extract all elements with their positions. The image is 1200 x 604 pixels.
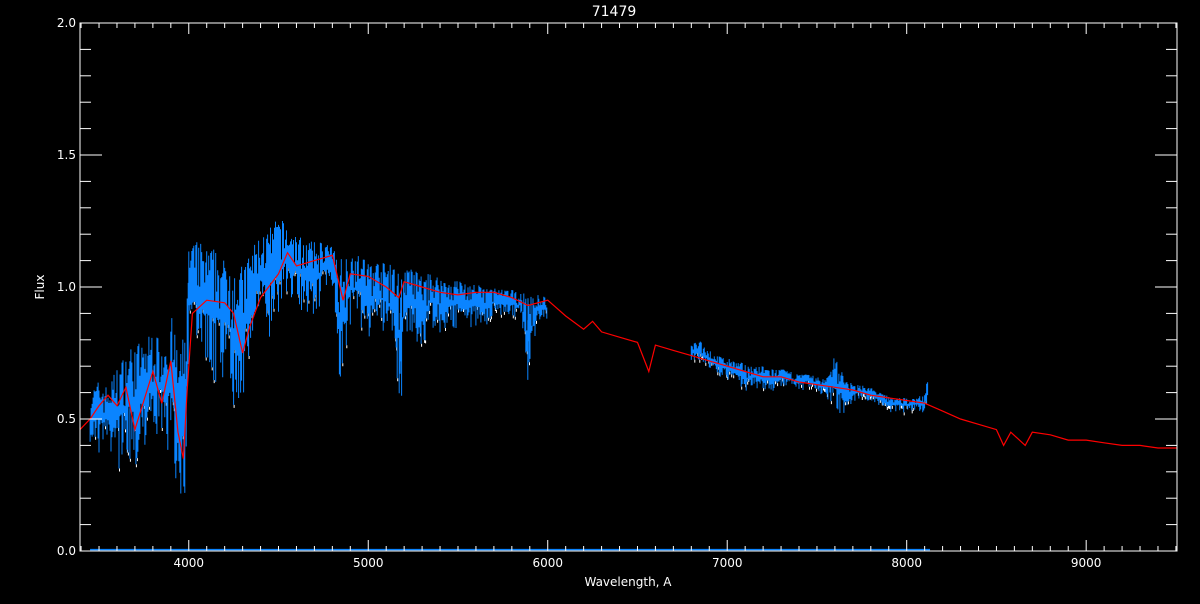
series-layer bbox=[79, 221, 1177, 551]
y-tick-label: 2.0 bbox=[57, 16, 76, 30]
x-tick-label: 5000 bbox=[353, 556, 384, 570]
y-tick-label: 0.0 bbox=[57, 544, 76, 558]
x-tick-label: 9000 bbox=[1071, 556, 1102, 570]
observed-spectrum-segment-0 bbox=[89, 221, 548, 494]
x-tick-label: 6000 bbox=[532, 556, 563, 570]
model-spectrum-line bbox=[79, 251, 1177, 459]
x-tick-label: 7000 bbox=[712, 556, 743, 570]
y-tick-label: 1.5 bbox=[57, 148, 76, 162]
y-axis-label: Flux bbox=[33, 275, 47, 300]
y-tick-label: 0.5 bbox=[57, 412, 76, 426]
x-tick-label: 8000 bbox=[891, 556, 922, 570]
chart-title: 71479 bbox=[592, 4, 637, 20]
x-tick-label: 4000 bbox=[173, 556, 204, 570]
axes-layer: 4000 5000 6000 7000 8000 9000 0.0 0.5 1.0 1.5 2.0 bbox=[57, 16, 1178, 570]
y-tick-label: 1.0 bbox=[57, 280, 76, 294]
x-axis-label: Wavelength, A bbox=[584, 575, 672, 589]
